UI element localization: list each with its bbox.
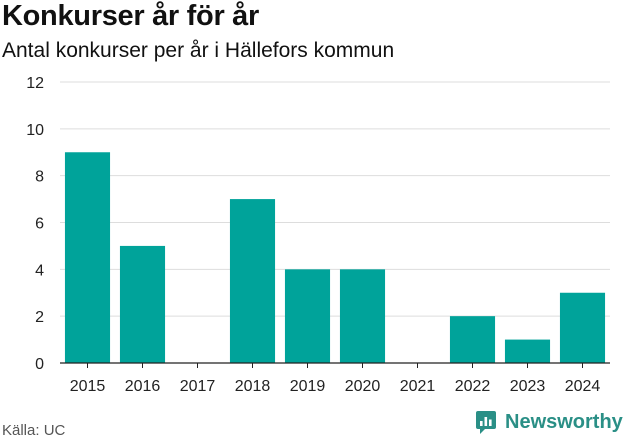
bar-2015 — [64, 152, 111, 363]
x-tick-label: 2015 — [70, 378, 106, 395]
bar-2020 — [339, 269, 386, 363]
y-tick-label: 6 — [35, 216, 44, 233]
bar-2022 — [449, 316, 496, 363]
y-tick-label: 0 — [35, 356, 44, 373]
bar-2018 — [229, 199, 276, 363]
bar-2023 — [504, 339, 551, 363]
brand-logo: Newsworthy — [475, 407, 623, 437]
bar-2016 — [119, 245, 166, 363]
brand-name: Newsworthy — [505, 410, 623, 433]
source-note: Källa: UC — [2, 422, 66, 439]
x-tick-label: 2024 — [565, 378, 601, 395]
x-tick-label: 2020 — [345, 378, 381, 395]
x-tick-label: 2019 — [290, 378, 326, 395]
y-tick-label: 2 — [35, 309, 44, 326]
y-tick-label: 10 — [26, 122, 44, 139]
x-tick-label: 2017 — [180, 378, 216, 395]
x-tick-label: 2022 — [455, 378, 491, 395]
bar-2024 — [559, 292, 606, 363]
newsworthy-logo-icon — [476, 411, 496, 434]
bar-2019 — [284, 269, 331, 363]
y-tick-label: 12 — [26, 75, 44, 92]
chart-subtitle: Antal konkurser per år i Hällefors kommu… — [2, 39, 395, 62]
y-tick-label: 8 — [35, 169, 44, 186]
x-tick-label: 2023 — [510, 378, 546, 395]
chart-title: Konkurser år för år — [2, 0, 259, 32]
y-tick-label: 4 — [35, 262, 44, 279]
x-tick-label: 2021 — [400, 378, 436, 395]
x-tick-label: 2016 — [125, 378, 161, 395]
x-tick-label: 2018 — [235, 378, 271, 395]
